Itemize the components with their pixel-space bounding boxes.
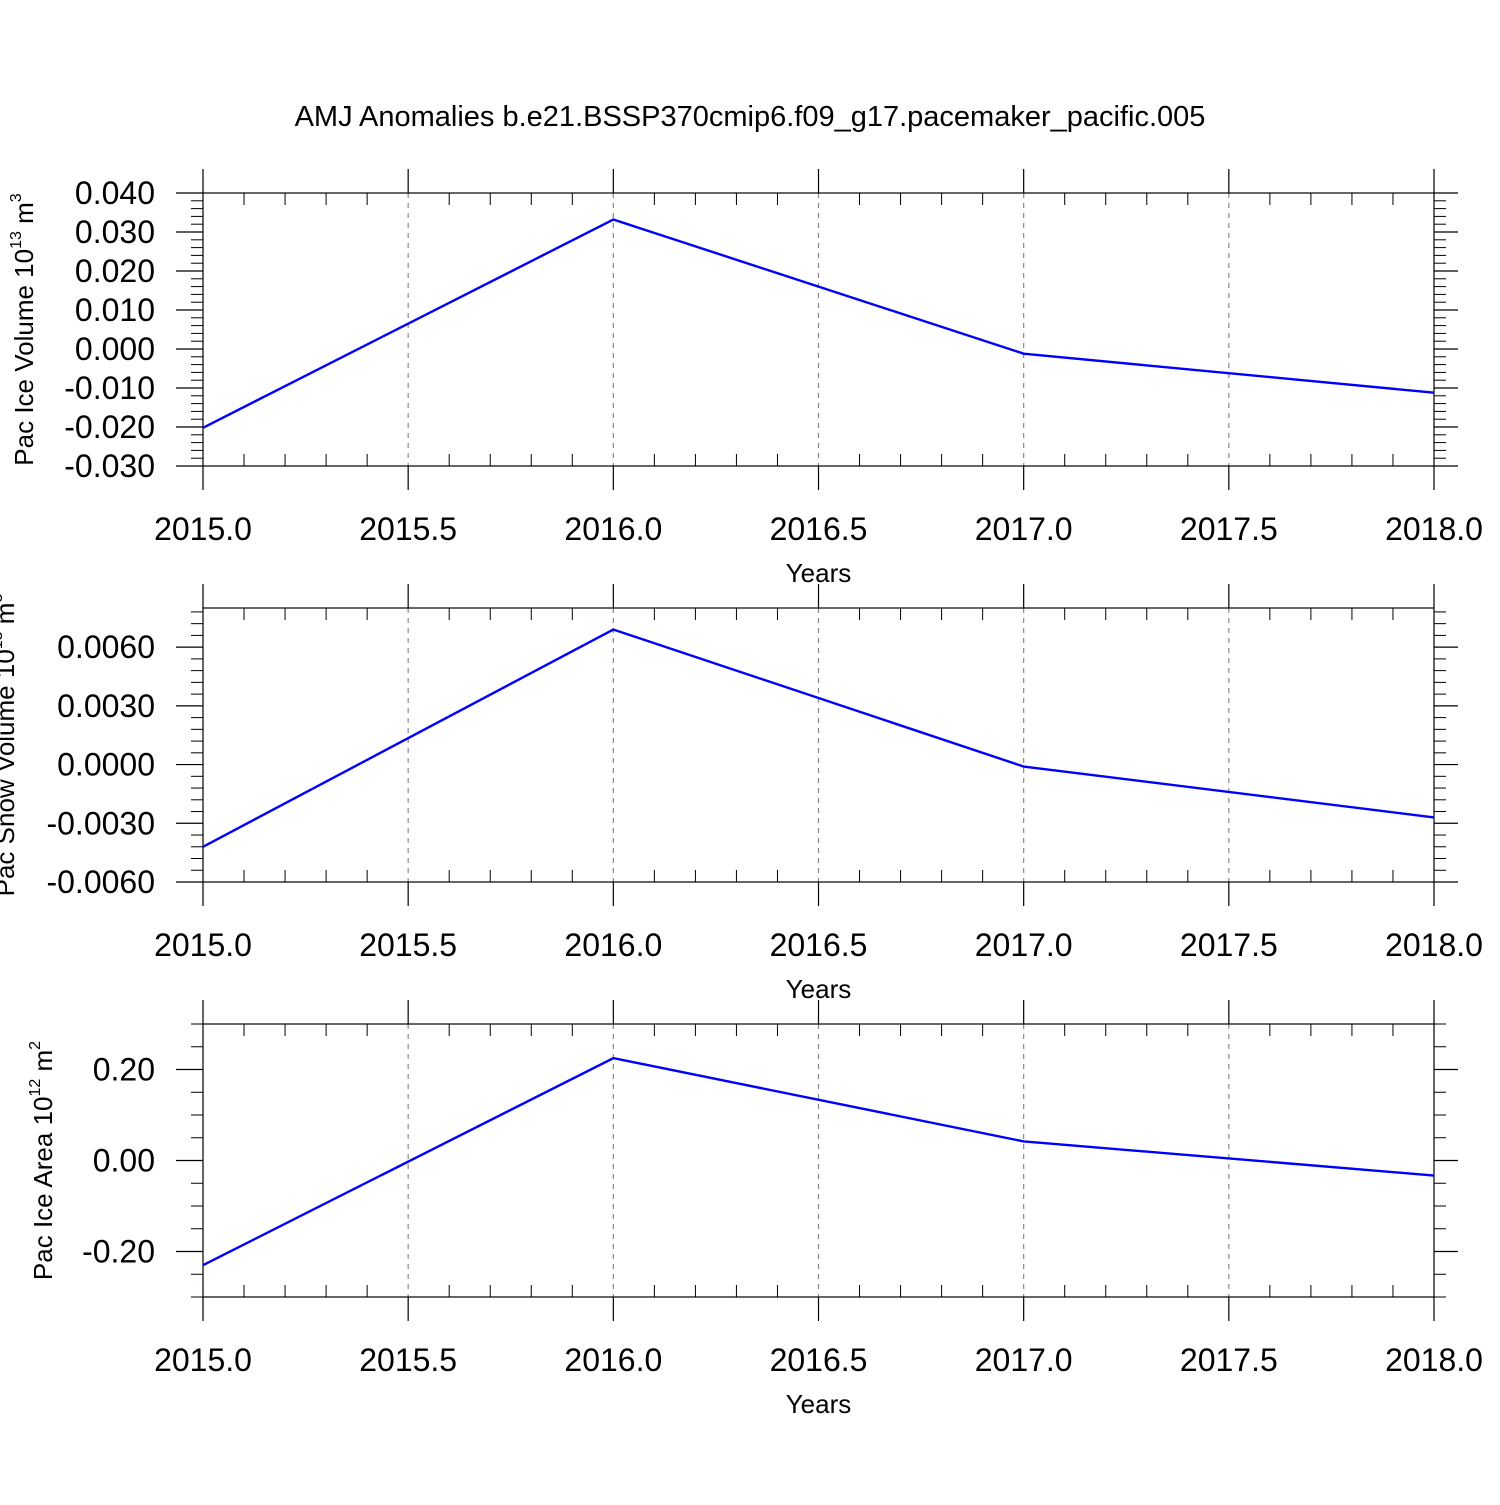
x-tick-label: 2015.5 <box>359 511 457 547</box>
x-tick-label: 2016.5 <box>770 511 868 547</box>
x-tick-label: 2015.5 <box>359 927 457 963</box>
x-tick-label: 2017.5 <box>1180 1342 1278 1378</box>
y-tick-label: 0.0060 <box>57 629 155 665</box>
x-tick-label: 2018.0 <box>1385 1342 1483 1378</box>
x-tick-label: 2017.0 <box>975 511 1073 547</box>
y-tick-label: 0.0030 <box>57 688 155 724</box>
x-tick-label: 2017.0 <box>975 927 1073 963</box>
y-tick-label: 0.00 <box>93 1143 155 1179</box>
y-axis-label: Pac Ice Area 1012 m2 <box>27 1041 58 1280</box>
y-tick-label: -0.020 <box>64 409 155 445</box>
y-tick-label: 0.030 <box>75 214 155 250</box>
x-axis-label: Years <box>786 974 852 1004</box>
y-tick-label: -0.0030 <box>46 805 155 841</box>
y-tick-label: 0.0000 <box>57 747 155 783</box>
chart-panel-3: 2015.0 2015.5 2016.0 2016.5 2017.0 2017.5 2018… <box>27 1000 1483 1419</box>
y-tick-label: -0.010 <box>64 370 155 406</box>
x-tick-label: 2016.5 <box>770 1342 868 1378</box>
y-tick-label: 0.20 <box>93 1052 155 1088</box>
x-tick-label: 2015.5 <box>359 1342 457 1378</box>
chart-panel-2: 2015.0 2015.5 2016.0 2016.5 2017.0 2017.5 2018… <box>0 584 1483 1004</box>
y-axis-label: Pac Ice Volume 1013 m3 <box>8 193 39 466</box>
x-tick-label: 2017.5 <box>1180 511 1278 547</box>
y-tick-label: -0.20 <box>82 1234 155 1270</box>
chart-panel-1: 2015.0 2015.5 2016.0 2016.5 2017.0 2017.5 2018… <box>8 169 1483 588</box>
y-tick-label: -0.0060 <box>46 864 155 900</box>
x-axis-label: Years <box>786 1389 852 1419</box>
x-tick-label: 2015.0 <box>154 511 252 547</box>
y-tick-label: 0.010 <box>75 292 155 328</box>
x-tick-label: 2015.0 <box>154 927 252 963</box>
x-tick-label: 2017.5 <box>1180 927 1278 963</box>
x-axis-label: Years <box>786 558 852 588</box>
x-tick-label: 2016.0 <box>564 927 662 963</box>
x-tick-label: 2017.0 <box>975 1342 1073 1378</box>
x-tick-label: 2018.0 <box>1385 511 1483 547</box>
x-tick-label: 2016.0 <box>564 511 662 547</box>
y-tick-label: 0.000 <box>75 331 155 367</box>
y-tick-label: -0.030 <box>64 448 155 484</box>
x-tick-label: 2015.0 <box>154 1342 252 1378</box>
x-tick-label: 2016.0 <box>564 1342 662 1378</box>
y-axis-label: Pac Snow Volume 1013 m3 <box>0 594 20 897</box>
figure-title: AMJ Anomalies b.e21.BSSP370cmip6.f09_g17… <box>0 101 1500 134</box>
x-tick-label: 2016.5 <box>770 927 868 963</box>
y-tick-label: 0.040 <box>75 175 155 211</box>
x-tick-label: 2018.0 <box>1385 927 1483 963</box>
y-tick-label: 0.020 <box>75 253 155 289</box>
